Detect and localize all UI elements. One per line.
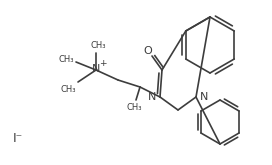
Text: +: + bbox=[99, 59, 107, 67]
Text: O: O bbox=[144, 46, 152, 56]
Text: N: N bbox=[92, 64, 100, 74]
Text: I⁻: I⁻ bbox=[13, 132, 23, 145]
Text: CH₃: CH₃ bbox=[58, 55, 74, 65]
Text: N: N bbox=[200, 92, 208, 102]
Text: CH₃: CH₃ bbox=[126, 103, 142, 113]
Text: N: N bbox=[148, 92, 156, 102]
Text: CH₃: CH₃ bbox=[90, 42, 106, 50]
Text: CH₃: CH₃ bbox=[60, 85, 76, 95]
